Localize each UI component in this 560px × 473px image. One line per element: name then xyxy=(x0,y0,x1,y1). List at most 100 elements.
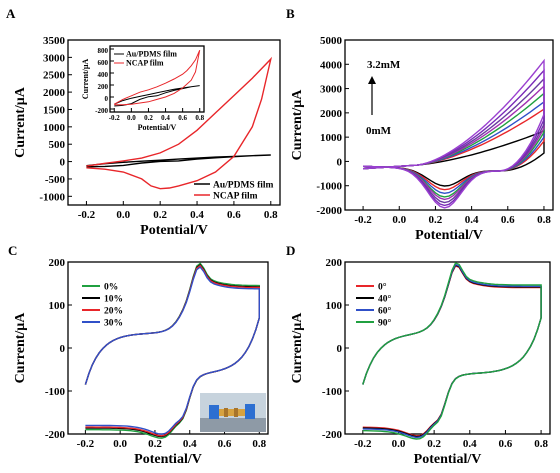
cv-curve-30 xyxy=(84,266,260,435)
x-axis-label: Potential/V xyxy=(138,123,177,132)
legend-label: 0% xyxy=(104,283,118,293)
panel-b: -0.2 0.0 0.2 0.4 0.6 0.8 -2000 -1000 0 1000 2000 30… xyxy=(290,35,554,243)
x-axis-label: Potential/V xyxy=(134,452,202,467)
y-tick-label: 600 xyxy=(98,59,109,67)
y-tick-label: 0 xyxy=(105,95,109,103)
y-tick-label: 100 xyxy=(49,300,66,312)
y-tick-label: 200 xyxy=(326,257,343,269)
y-tick-label: -1000 xyxy=(39,191,65,203)
legend-label: 30% xyxy=(104,319,123,329)
x-tick-label: 0.2 xyxy=(429,214,443,226)
photo-clip-right xyxy=(245,404,255,419)
y-tick-label: 400 xyxy=(98,71,109,79)
annotation-bottom: 0mM xyxy=(366,125,392,137)
y-tick-label: -500 xyxy=(45,174,66,186)
x-tick-label: 0.2 xyxy=(153,209,167,221)
x-tick-label: 0.2 xyxy=(148,438,162,450)
x-tick-label: 0.4 xyxy=(463,438,477,450)
x-tick-label: -0.2 xyxy=(354,214,372,226)
y-tick-label: 1500 xyxy=(43,104,66,116)
photo-film xyxy=(219,409,245,416)
photo-clip-left xyxy=(209,405,219,419)
y-tick-label: 5000 xyxy=(320,35,343,47)
cv-curve-0 xyxy=(363,130,545,187)
x-tick-label: 0.0 xyxy=(127,114,136,122)
plot-frame xyxy=(109,45,205,113)
y-tick-label: 800 xyxy=(98,47,109,55)
y-tick-label: 0 xyxy=(60,343,66,355)
x-tick-label: 0.6 xyxy=(501,214,515,226)
x-tick-label: 0.8 xyxy=(264,209,278,221)
y-axis-label: Current/μA xyxy=(13,86,28,158)
x-axis-label: Potential/V xyxy=(414,452,482,467)
inset-chart: -0.2 0.0 0.2 0.4 0.6 0.8 -200 0 200 400 600 800 Pote… xyxy=(81,45,205,132)
y-tick-label: -2000 xyxy=(316,205,342,217)
cv-curve-6 xyxy=(363,68,545,207)
legend-label: NCAP film xyxy=(213,192,258,202)
y-tick-label: 3000 xyxy=(43,52,66,64)
x-tick-label: 0.4 xyxy=(161,114,170,122)
annotation-top: 3.2mM xyxy=(367,59,401,71)
y-tick-label: -1000 xyxy=(316,181,342,193)
cv-curve-60 xyxy=(362,263,542,439)
inset-legend-label: NCAP film xyxy=(126,59,164,68)
device-photo xyxy=(200,393,266,432)
plot-frame xyxy=(67,39,281,206)
y-tick-label: 3500 xyxy=(43,35,66,47)
y-tick-label: -200 xyxy=(45,429,66,441)
y-tick-label: 1000 xyxy=(320,132,343,144)
y-tick-label: 2500 xyxy=(43,70,66,82)
cv-curve-40 xyxy=(362,264,542,438)
cv-curve-3 xyxy=(363,91,545,198)
x-tick-label: 0.8 xyxy=(534,438,548,450)
x-tick-label: 0.2 xyxy=(427,438,441,450)
x-tick-label: -0.2 xyxy=(77,438,95,450)
y-tick-label: 3000 xyxy=(320,84,343,96)
cv-curve-90 xyxy=(362,262,542,440)
legend-label: 60° xyxy=(378,306,392,317)
y-axis-label: Current/μA xyxy=(290,89,305,161)
x-tick-label: 0.0 xyxy=(116,209,130,221)
x-tick-label: -0.2 xyxy=(78,209,96,221)
legend-label: 90° xyxy=(378,318,392,329)
legend-label: Au/PDMS film xyxy=(213,181,274,191)
y-tick-label: 200 xyxy=(98,83,109,91)
y-tick-label: 100 xyxy=(326,300,343,312)
panel-a: -0.2 0.0 0.2 0.4 0.6 0.8 -1000 -500 0 500 1000 1500… xyxy=(13,35,281,238)
x-tick-label: 0.6 xyxy=(499,438,513,450)
x-tick-label: -0.2 xyxy=(354,438,372,450)
cv-curve-4 xyxy=(363,84,545,201)
x-tick-label: 0.8 xyxy=(252,438,266,450)
x-tick-label: 0.6 xyxy=(218,438,232,450)
x-tick-label: -0.2 xyxy=(109,114,121,122)
y-tick-label: 0 xyxy=(60,157,66,169)
y-tick-label: 1000 xyxy=(43,122,66,134)
panel-letter-a: A xyxy=(6,6,16,21)
y-tick-label: 0 xyxy=(337,156,343,168)
x-tick-label: 0.0 xyxy=(392,438,406,450)
x-axis-label: Potential/V xyxy=(140,223,208,238)
x-tick-label: 0.8 xyxy=(537,214,551,226)
arrow-head xyxy=(368,76,376,84)
photo-electrode xyxy=(234,408,238,417)
panel-letter-b: B xyxy=(286,6,295,21)
plot-frame xyxy=(344,39,554,211)
y-tick-label: 0 xyxy=(337,343,343,355)
y-axis-label: Current/μA xyxy=(81,59,90,100)
x-tick-label: 0.6 xyxy=(227,209,241,221)
y-tick-label: 500 xyxy=(49,139,66,151)
x-tick-label: 0.4 xyxy=(190,209,204,221)
x-tick-label: 0.0 xyxy=(392,214,406,226)
y-tick-label: 2000 xyxy=(320,108,343,120)
y-tick-label: -100 xyxy=(45,386,66,398)
series-line-ncap-film xyxy=(86,56,273,190)
photo-electrode xyxy=(224,408,228,417)
inset-background xyxy=(110,46,204,112)
x-tick-label: 0.4 xyxy=(465,214,479,226)
x-tick-label: 0.2 xyxy=(144,114,153,122)
inset-series-line xyxy=(114,49,201,106)
panel-letter-d: D xyxy=(286,243,295,258)
legend-label: 10% xyxy=(104,295,123,305)
x-tick-label: 0.6 xyxy=(178,114,187,122)
